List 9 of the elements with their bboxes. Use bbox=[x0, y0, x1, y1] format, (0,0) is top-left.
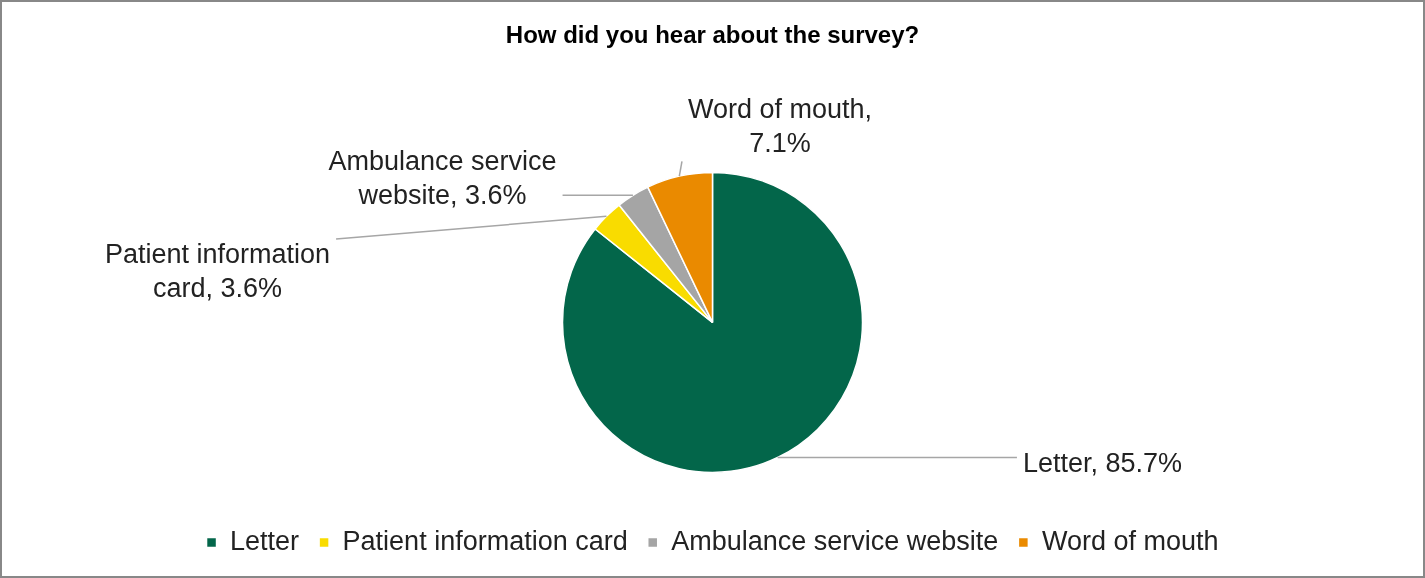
chart-title: How did you hear about the survey? bbox=[505, 21, 920, 49]
data-label: Word of mouth, 7.1% bbox=[687, 93, 873, 158]
legend-label: Letter bbox=[230, 525, 300, 556]
data-label: Letter, 85.7% bbox=[1022, 448, 1183, 479]
data-label: Patient information card, 3.6% bbox=[104, 239, 331, 304]
legend-label: Patient information card bbox=[342, 525, 628, 556]
data-label: Ambulance service website, 3.6% bbox=[328, 146, 557, 211]
legend-label: Ambulance service website bbox=[671, 525, 999, 556]
legend-label: Word of mouth bbox=[1041, 525, 1219, 556]
